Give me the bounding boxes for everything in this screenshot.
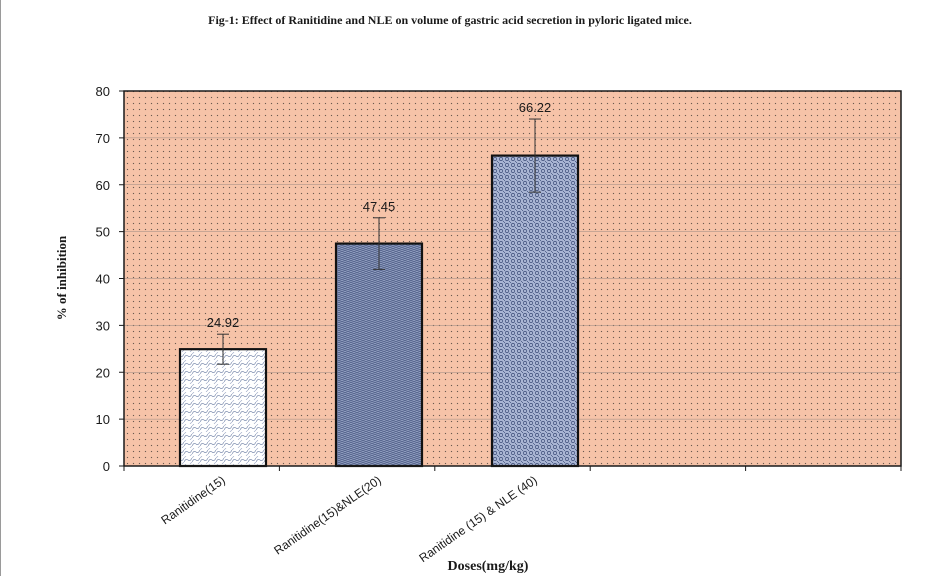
y-tick-label: 40 <box>96 272 110 287</box>
y-tick-label: 60 <box>96 178 110 193</box>
data-label: 47.45 <box>363 199 396 214</box>
y-tick-label: 0 <box>103 459 110 474</box>
bar <box>334 242 424 468</box>
data-label: 66.22 <box>519 100 552 115</box>
bar <box>490 154 580 468</box>
y-axis-label: % of inhibition <box>54 235 69 320</box>
y-tick-label: 10 <box>96 412 110 427</box>
chart-title: Fig-1: Effect of Ranitidine and NLE on v… <box>208 13 692 27</box>
y-tick-label: 70 <box>96 131 110 146</box>
y-tick-label: 30 <box>96 318 110 333</box>
y-tick-label: 80 <box>96 84 110 99</box>
y-tick-label: 50 <box>96 225 110 240</box>
x-tick-label: Ranitidine (15) & NLE (40) <box>416 473 539 565</box>
data-label: 24.92 <box>207 315 240 330</box>
y-tick-label: 20 <box>96 365 110 380</box>
bars: 24.92 47.45 66.22 <box>178 100 580 468</box>
x-tick-label: Ranitidine(15) <box>158 473 227 527</box>
x-axis-label: Doses(mg/kg) <box>448 559 529 574</box>
bar <box>178 348 268 468</box>
x-tick-label: Ranitidine(15)&NLE(20) <box>271 473 383 558</box>
